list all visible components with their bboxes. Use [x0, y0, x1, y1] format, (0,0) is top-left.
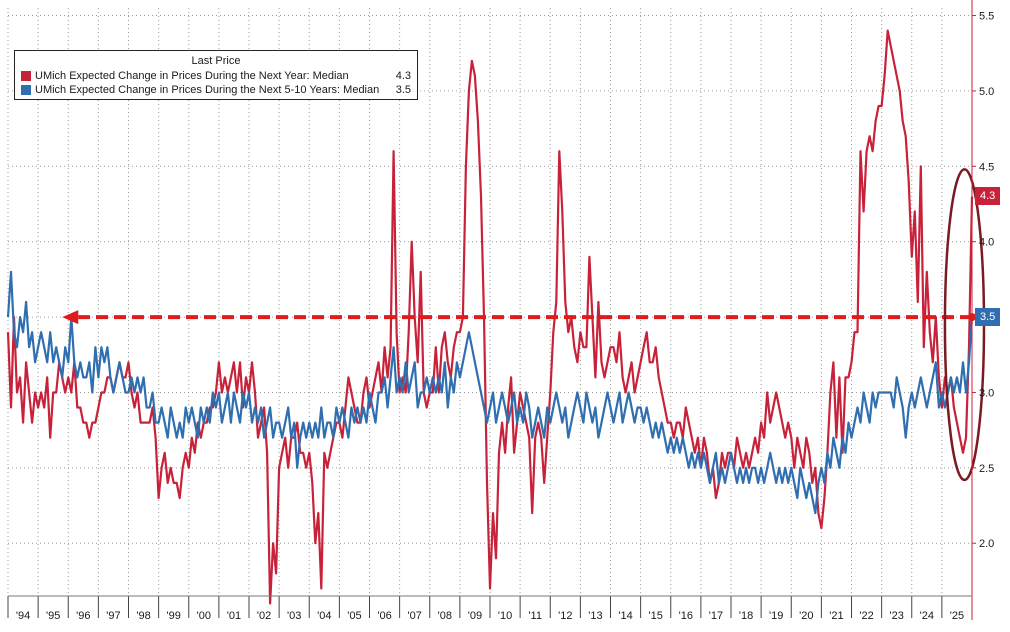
x-tick-label: '13 — [588, 610, 602, 622]
legend-swatch-five-ten-year — [21, 85, 31, 95]
legend-entry-one-year: UMich Expected Change in Prices During t… — [15, 69, 417, 83]
x-tick-label: '94 — [16, 610, 30, 622]
legend-swatch-one-year — [21, 71, 31, 81]
x-tick-label: '16 — [679, 610, 693, 622]
x-tick-label: '06 — [377, 610, 391, 622]
legend-value-one-year: 4.3 — [395, 70, 411, 82]
x-tick-label: '95 — [46, 610, 60, 622]
x-tick-label: '09 — [468, 610, 482, 622]
x-tick-label: '99 — [167, 610, 181, 622]
x-tick-label: '15 — [649, 610, 663, 622]
legend-value-five-ten-year: 3.5 — [395, 84, 411, 96]
x-tick-label: '12 — [558, 610, 572, 622]
x-tick-label: '10 — [498, 610, 512, 622]
x-tick-label: '21 — [829, 610, 843, 622]
last-price-tag-one-year: 4.3 — [975, 187, 1001, 206]
x-tick-label: '01 — [227, 610, 241, 622]
x-tick-label: '25 — [950, 610, 964, 622]
x-tick-label: '23 — [890, 610, 904, 622]
y-tick-label: 3.0 — [979, 387, 994, 399]
x-tick-label: '02 — [257, 610, 271, 622]
x-tick-label: '97 — [106, 610, 120, 622]
x-tick-label: '05 — [347, 610, 361, 622]
x-tick-label: '08 — [438, 610, 452, 622]
last-price-tag-five-ten-year: 3.5 — [975, 308, 1001, 327]
x-tick-label: '14 — [618, 610, 632, 622]
x-tick-label: '07 — [408, 610, 422, 622]
x-tick-label: '96 — [76, 610, 90, 622]
y-tick-label: 2.5 — [979, 463, 994, 475]
y-tick-label: 5.5 — [979, 11, 994, 23]
x-tick-label: '03 — [287, 610, 301, 622]
x-tick-label: '20 — [799, 610, 813, 622]
y-tick-label: 4.5 — [979, 161, 994, 173]
x-tick-label: '04 — [317, 610, 331, 622]
series-line-five-ten-year — [6, 270, 974, 515]
series-line-one-year — [6, 29, 974, 605]
x-tick-label: '17 — [709, 610, 723, 622]
legend-title: Last Price — [191, 55, 241, 67]
x-tick-label: '98 — [136, 610, 150, 622]
y-tick-label: 2.0 — [979, 538, 994, 550]
x-tick-label: '11 — [528, 610, 542, 622]
y-tick-label: 4.0 — [979, 237, 994, 249]
x-tick-label: '00 — [197, 610, 211, 622]
x-tick-label: '19 — [769, 610, 783, 622]
legend-entry-five-ten-year: UMich Expected Change in Prices During t… — [15, 83, 417, 97]
y-tick-label: 5.0 — [979, 86, 994, 98]
series-layer — [6, 29, 974, 605]
chart-legend: Last Price UMich Expected Change in Pric… — [14, 50, 418, 100]
legend-label-five-ten-year: UMich Expected Change in Prices During t… — [35, 84, 380, 96]
x-tick-label: '18 — [739, 610, 753, 622]
legend-label-one-year: UMich Expected Change in Prices During t… — [35, 70, 349, 82]
axis-layer: 2.0 2.5 3.0 3.5 4.0 4.5 5.0 5.5 '94 '95 '96 '97 '98 '… — [7, 0, 994, 622]
x-tick-label: '24 — [920, 610, 934, 622]
arrowhead — [62, 310, 79, 325]
x-tick-label: '22 — [859, 610, 873, 622]
